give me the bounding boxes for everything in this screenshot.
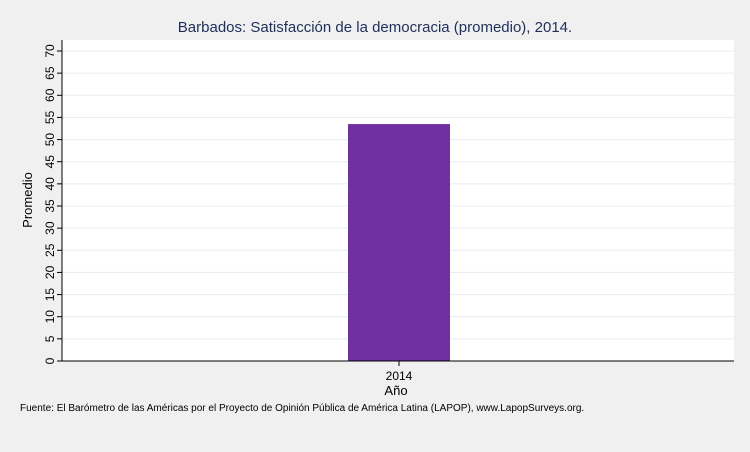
y-tick-label: 10 bbox=[43, 310, 57, 324]
y-tick-label: 50 bbox=[43, 133, 57, 147]
chart-title: Barbados: Satisfacción de la democracia … bbox=[178, 19, 572, 36]
y-tick-label: 20 bbox=[43, 265, 57, 279]
bar-2014 bbox=[348, 124, 450, 361]
y-tick-label: 30 bbox=[43, 221, 57, 235]
chart-figure: Barbados: Satisfacción de la democracia … bbox=[0, 0, 750, 452]
y-tick-label: 15 bbox=[43, 288, 57, 302]
y-tick-label: 70 bbox=[43, 44, 57, 58]
chart-canvas: Barbados: Satisfacción de la democracia … bbox=[0, 0, 750, 452]
y-tick-label: 60 bbox=[43, 88, 57, 102]
y-axis-label: Promedio bbox=[20, 172, 35, 228]
y-tick-label: 5 bbox=[43, 335, 57, 342]
source-note: Fuente: El Barómetro de las Américas por… bbox=[20, 403, 584, 414]
y-tick-label: 55 bbox=[43, 110, 57, 124]
x-axis-label: Año bbox=[384, 383, 407, 398]
x-tick-label: 2014 bbox=[386, 369, 413, 383]
y-tick-label: 25 bbox=[43, 243, 57, 257]
bars bbox=[348, 124, 450, 361]
y-tick-label: 0 bbox=[43, 357, 57, 364]
y-tick-label: 35 bbox=[43, 199, 57, 213]
y-tick-label: 45 bbox=[43, 155, 57, 169]
y-tick-label: 65 bbox=[43, 66, 57, 80]
y-tick-label: 40 bbox=[43, 177, 57, 191]
